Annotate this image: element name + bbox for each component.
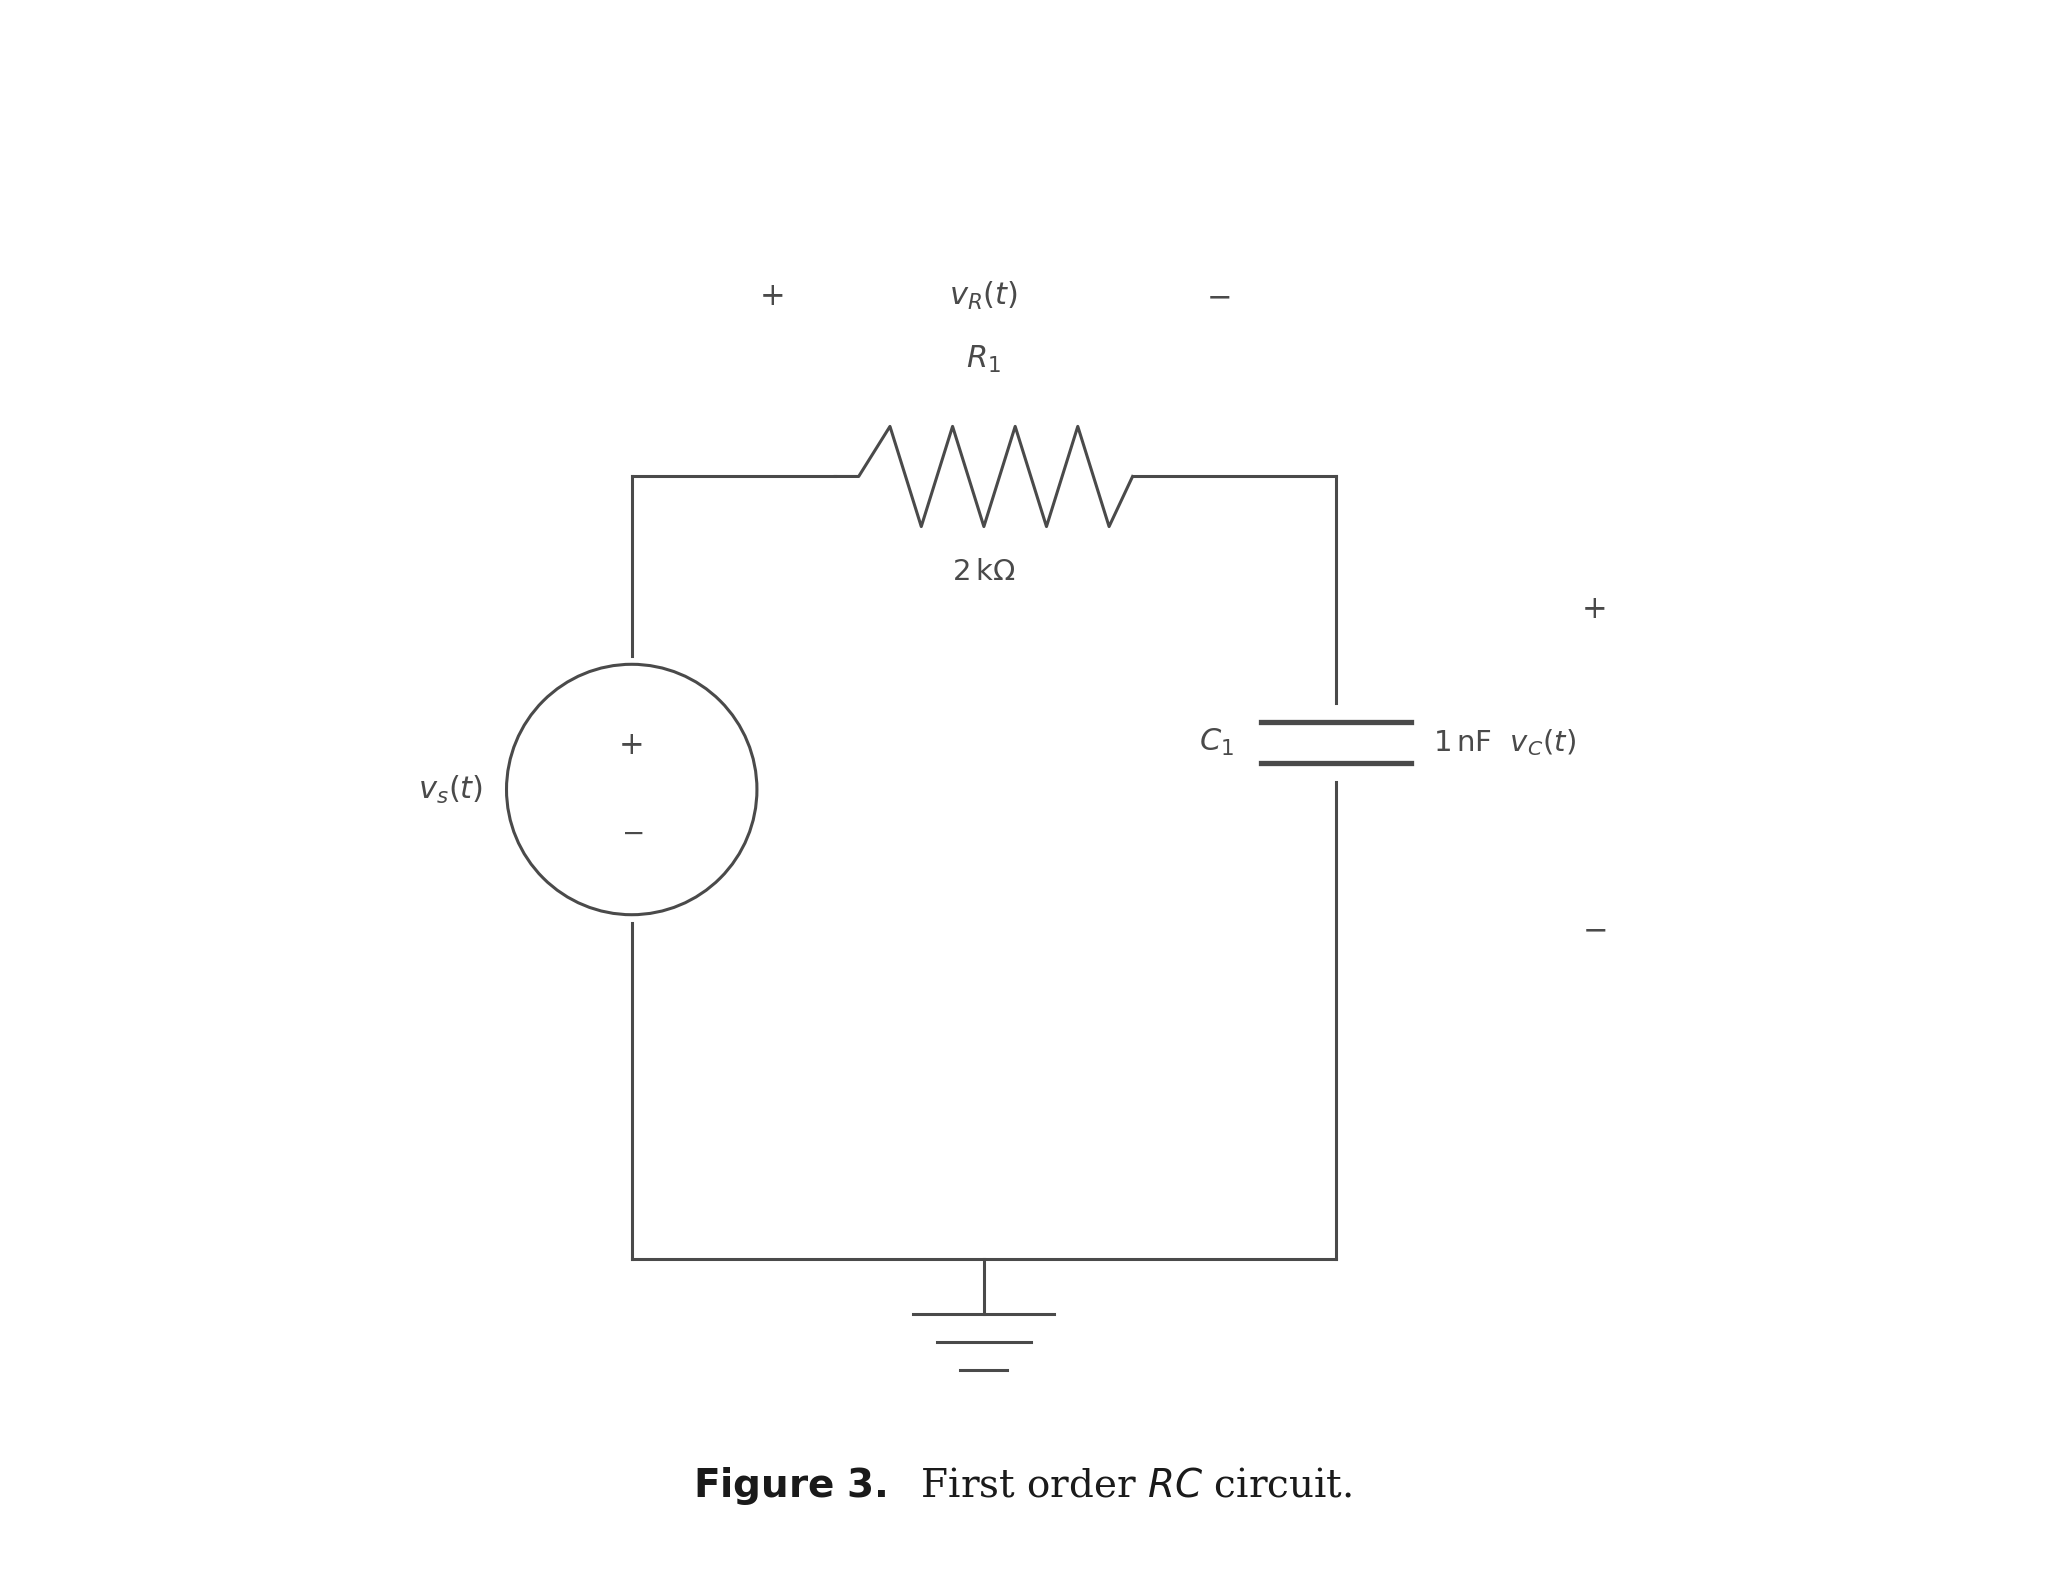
Text: $-$: $-$ — [1582, 914, 1606, 946]
Text: +: + — [1582, 594, 1606, 625]
Text: $v_s(t)$: $v_s(t)$ — [417, 774, 483, 805]
Text: $v_R(t)$: $v_R(t)$ — [949, 279, 1019, 313]
Text: $\mathbf{Figure\ 3.}$  First order $RC$ circuit.: $\mathbf{Figure\ 3.}$ First order $RC$ c… — [694, 1465, 1352, 1506]
Text: $R_1$: $R_1$ — [966, 344, 1000, 374]
Text: $1\,\mathrm{nF}$  $v_C(t)$: $1\,\mathrm{nF}$ $v_C(t)$ — [1432, 728, 1575, 758]
Text: $-$: $-$ — [1207, 281, 1232, 313]
Text: +: + — [618, 729, 644, 761]
Text: $2\,\mathrm{k\Omega}$: $2\,\mathrm{k\Omega}$ — [951, 557, 1015, 586]
Text: $-$: $-$ — [620, 820, 642, 846]
Text: +: + — [759, 281, 786, 313]
Text: $C_1$: $C_1$ — [1199, 726, 1234, 758]
